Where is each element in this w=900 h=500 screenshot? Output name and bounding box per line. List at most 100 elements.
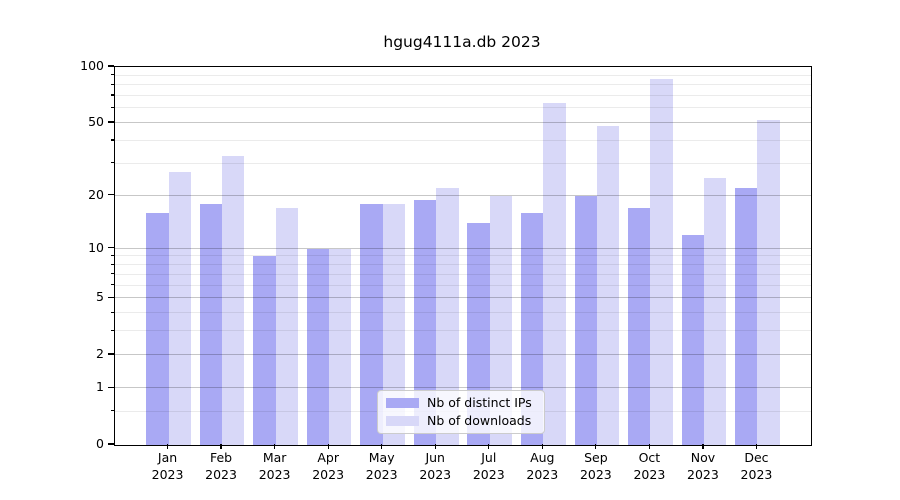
legend-swatch-downloads <box>386 416 419 426</box>
gridline-y-50 <box>115 121 811 123</box>
y-minor-tick-mark-7 <box>110 273 114 275</box>
x-tick-label-apr: Apr 2023 <box>312 450 345 482</box>
x-tick-label-may: May 2023 <box>365 450 398 482</box>
gridline-y-6 <box>115 284 811 286</box>
y-tick-label-100: 100 <box>80 58 104 73</box>
y-tick-label-50: 50 <box>88 113 104 129</box>
bar-downloads-dec <box>757 119 780 445</box>
x-tick-mark-jun <box>434 444 436 449</box>
y-tick-label-5: 5 <box>96 289 104 305</box>
y-tick-label-20: 20 <box>88 186 104 202</box>
gridline-y-3 <box>115 330 811 332</box>
x-tick-label-sep: Sep 2023 <box>579 450 612 482</box>
y-minor-tick-mark-40 <box>110 139 114 141</box>
gridline-y-8 <box>115 264 811 266</box>
gridline-y-70 <box>115 94 811 96</box>
gridline-y-7 <box>115 273 811 275</box>
gridline-y-100 <box>115 66 811 67</box>
x-tick-mark-jan <box>166 444 169 449</box>
x-tick-mark-nov <box>702 444 704 449</box>
x-tick-mark-may <box>381 444 383 449</box>
gridline-y-9 <box>115 255 811 257</box>
bar-downloads-apr <box>329 248 352 445</box>
y-tick-mark-100 <box>108 65 114 67</box>
legend-entry-downloads: Nb of downloads <box>378 414 544 428</box>
bar-distinct-ips-sep <box>574 195 597 445</box>
y-minor-tick-mark-70 <box>110 94 114 96</box>
bar-downloads-feb <box>222 156 245 445</box>
y-tick-label-2: 2 <box>96 346 104 362</box>
y-minor-tick-mark-3 <box>110 329 114 332</box>
y-minor-tick-mark-6 <box>110 284 114 286</box>
bar-downloads-jan <box>168 172 191 445</box>
bar-downloads-may <box>382 203 405 445</box>
bar-distinct-ips-oct <box>628 208 651 445</box>
gridline-y-40 <box>115 139 811 141</box>
x-tick-mark-apr <box>327 444 329 449</box>
bar-downloads-jul <box>489 195 513 445</box>
legend-label-downloads: Nb of downloads <box>427 413 532 428</box>
gridline-y-90 <box>115 74 811 76</box>
legend-swatch-distinct-ips <box>386 398 419 408</box>
y-minor-tick-mark-0.5 <box>110 410 114 412</box>
bar-downloads-nov <box>703 178 727 445</box>
y-minor-tick-mark-30 <box>110 162 114 164</box>
x-tick-label-dec: Dec 2023 <box>740 450 773 482</box>
bar-distinct-ips-mar <box>253 256 276 445</box>
gridline-y-4 <box>115 312 811 314</box>
x-tick-mark-sep <box>595 444 597 449</box>
bar-distinct-ips-jun <box>413 199 437 445</box>
y-tick-mark-0 <box>108 443 114 445</box>
y-tick-mark-5 <box>108 296 114 298</box>
x-tick-mark-oct <box>648 444 650 449</box>
y-minor-tick-mark-4 <box>110 311 114 313</box>
legend: Nb of distinct IPs Nb of downloads <box>377 390 545 434</box>
y-tick-label-0: 0 <box>96 436 104 451</box>
x-tick-label-jan: Jan 2023 <box>151 450 184 482</box>
bar-downloads-sep <box>596 126 620 445</box>
gridline-y-30 <box>115 162 811 164</box>
chart-title: hgug4111a.db 2023 <box>383 33 541 51</box>
bar-distinct-ips-apr <box>306 248 330 445</box>
x-tick-label-jun: Jun 2023 <box>419 450 452 482</box>
bar-downloads-aug <box>543 103 566 445</box>
y-tick-label-1: 1 <box>96 379 104 395</box>
y-tick-mark-10 <box>108 247 114 249</box>
bar-distinct-ips-may <box>360 203 383 445</box>
x-tick-mark-jul <box>488 444 490 449</box>
gridline-y-1 <box>115 387 811 389</box>
y-tick-label-10: 10 <box>88 239 104 255</box>
y-minor-tick-mark-80 <box>110 83 114 85</box>
bar-distinct-ips-feb <box>199 203 223 445</box>
legend-entry-distinct-ips: Nb of distinct IPs <box>378 396 544 410</box>
gridline-y-10 <box>115 247 811 249</box>
y-minor-tick-mark-9 <box>110 254 114 257</box>
gridline-y-80 <box>115 84 811 86</box>
bar-downloads-oct <box>650 79 673 445</box>
bar-downloads-mar <box>275 208 298 445</box>
y-tick-mark-2 <box>108 353 114 355</box>
gridline-y-5 <box>115 297 811 299</box>
bar-downloads-jun <box>436 188 459 445</box>
x-tick-label-nov: Nov 2023 <box>687 450 719 482</box>
gridline-y-2 <box>115 354 811 356</box>
bar-distinct-ips-aug <box>521 212 544 445</box>
x-tick-mark-aug <box>541 444 543 449</box>
bar-distinct-ips-jan <box>146 212 169 445</box>
gridline-y-20 <box>115 194 811 196</box>
legend-label-distinct-ips: Nb of distinct IPs <box>427 395 532 410</box>
bar-distinct-ips-jul <box>467 223 490 445</box>
x-tick-label-jul: Jul 2023 <box>472 450 505 482</box>
bar-distinct-ips-nov <box>681 234 704 445</box>
x-tick-label-aug: Aug 2023 <box>526 450 559 482</box>
x-tick-mark-feb <box>220 444 222 449</box>
x-tick-label-oct: Oct 2023 <box>633 450 666 482</box>
y-tick-mark-1 <box>108 386 114 388</box>
x-tick-label-feb: Feb 2023 <box>205 450 237 482</box>
gridline-y-60 <box>115 107 811 109</box>
y-minor-tick-mark-60 <box>110 106 114 108</box>
y-tick-mark-20 <box>108 194 114 196</box>
y-tick-mark-50 <box>108 121 114 123</box>
y-minor-tick-mark-8 <box>110 263 114 265</box>
